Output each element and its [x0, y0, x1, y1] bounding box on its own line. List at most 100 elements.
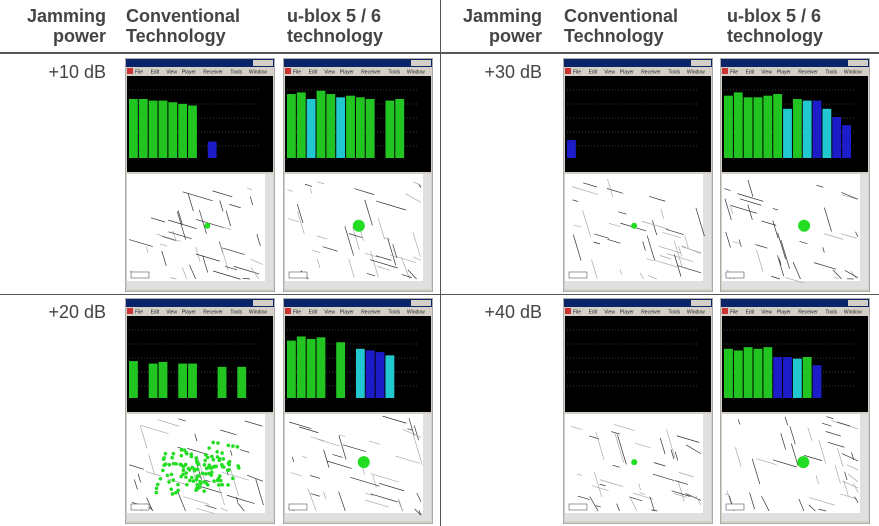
signal-bar [307, 339, 316, 398]
chart-footer [285, 160, 431, 172]
position-dot [207, 446, 211, 450]
menu-item: Receiver [798, 310, 818, 316]
position-dot [204, 453, 208, 457]
signal-bar [724, 349, 733, 398]
menu-item: File [730, 310, 738, 316]
window-buttons [253, 300, 273, 306]
position-dot [204, 472, 208, 476]
scrollbar [127, 513, 265, 521]
position-dot [161, 469, 165, 473]
position-dot [184, 475, 188, 479]
position-dot [220, 483, 224, 487]
scale-box [289, 504, 307, 510]
signal-bar [208, 142, 217, 158]
menu-item: Tools [668, 310, 680, 316]
menu-item: Player [777, 70, 792, 76]
app-icon [127, 68, 133, 74]
signal-bar [139, 99, 148, 158]
header-cell: Jamming power [6, 6, 106, 46]
signal-bar [783, 357, 792, 398]
signal-bar [813, 365, 822, 398]
menu-item: View [324, 310, 335, 316]
position-dot [169, 487, 173, 491]
header-cell: Conventional Technology [126, 6, 276, 46]
menu-item: Tools [388, 70, 400, 76]
scale-box [131, 272, 149, 278]
menu-item: Window [687, 310, 705, 316]
position-dot [179, 463, 183, 467]
menu-item: View [761, 310, 772, 316]
menu-item: Player [777, 310, 792, 316]
signal-bar [773, 357, 782, 398]
signal-bar [744, 347, 753, 398]
position-dot [194, 456, 198, 460]
position-dot [215, 450, 219, 454]
position-dot [798, 220, 810, 232]
chart-footer [722, 160, 868, 172]
screenshot: FileEditViewPlayerReceiverToolsWindow [563, 58, 713, 292]
menu-item: Edit [309, 70, 318, 76]
scale-box [726, 272, 744, 278]
position-dot [155, 491, 159, 495]
window-buttons [848, 300, 868, 306]
position-dot [164, 462, 168, 466]
signal-bar [168, 102, 177, 158]
position-dot [217, 483, 221, 487]
app-icon [565, 308, 571, 314]
signal-bar [346, 96, 355, 158]
window-buttons [691, 300, 711, 306]
menu-item: Receiver [641, 70, 661, 76]
position-dot [162, 457, 166, 461]
position-dot [190, 466, 194, 470]
menu-item: View [166, 70, 177, 76]
menu-item: Edit [151, 310, 160, 316]
position-dot [164, 452, 168, 456]
menu-item: Edit [746, 310, 755, 316]
position-dot [192, 479, 196, 483]
screenshot: FileEditViewPlayerReceiverToolsWindow [563, 298, 713, 524]
position-dot [180, 454, 184, 458]
window-buttons [411, 60, 431, 66]
position-dot [236, 445, 240, 449]
position-dot [179, 475, 183, 479]
menu-item: Edit [589, 310, 598, 316]
menu-item: View [324, 70, 335, 76]
signal-bar [813, 101, 822, 158]
scrollbar [860, 414, 868, 521]
menu-item: Receiver [798, 70, 818, 76]
scale-box [131, 504, 149, 510]
menu-item: File [730, 70, 738, 76]
signal-bar [763, 96, 772, 158]
menu-item: Window [249, 70, 267, 76]
menu-item: View [604, 310, 615, 316]
scrollbar [423, 174, 431, 289]
menu-item: Tools [388, 310, 400, 316]
window-buttons [411, 300, 431, 306]
scale-box [726, 504, 744, 510]
signal-bar [763, 347, 772, 398]
signal-bar [159, 101, 168, 158]
power-label: +20 dB [6, 302, 106, 323]
title-bar [721, 299, 869, 307]
signal-bar [317, 91, 326, 158]
signal-bar [567, 140, 576, 158]
position-dot [188, 479, 192, 483]
position-dot [176, 489, 180, 493]
signal-bar [287, 94, 296, 158]
title-bar [126, 59, 274, 67]
menu-item: Edit [746, 70, 755, 76]
title-bar [564, 299, 712, 307]
chart-footer [565, 400, 711, 412]
map-area [722, 174, 860, 281]
chart-footer [722, 400, 868, 412]
power-label: +40 dB [442, 302, 542, 323]
menu-item: Tools [825, 310, 837, 316]
signal-bar [188, 364, 197, 398]
signal-bar [178, 104, 187, 158]
menu-item: Player [620, 310, 635, 316]
signal-bar [297, 337, 306, 399]
signal-bar [783, 109, 792, 158]
header-cell: u-blox 5 / 6 technology [287, 6, 427, 46]
position-dot [171, 492, 175, 496]
position-dot [155, 487, 159, 491]
